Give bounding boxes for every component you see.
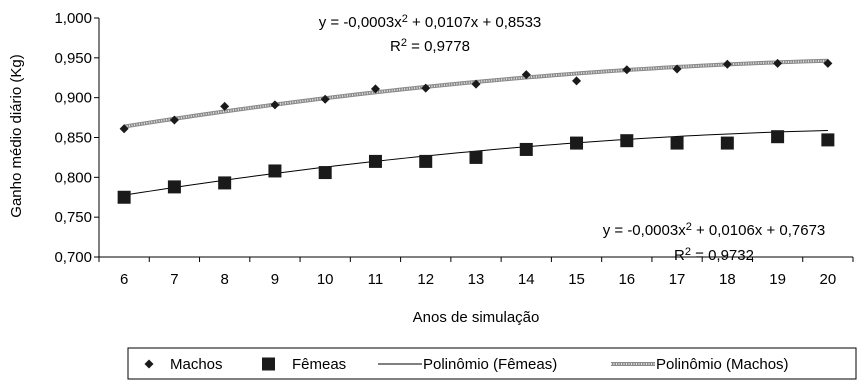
x-tick-label: 11	[368, 271, 384, 288]
point-femeas	[771, 130, 785, 144]
x-tick-label: 9	[271, 271, 279, 288]
x-tick-label: 16	[618, 271, 635, 288]
x-tick-label: 19	[769, 271, 786, 288]
y-tick-label: 0,850	[54, 130, 92, 147]
legend-label-femeas: Fêmeas	[292, 356, 346, 373]
x-tick-label: 13	[468, 271, 485, 288]
equation-femeas: y = -0,0003x2 + 0,0106x + 0,7673	[603, 221, 826, 239]
point-machos	[220, 101, 230, 111]
x-tick-label: 7	[170, 271, 178, 288]
point-femeas	[720, 136, 734, 150]
annotations: y = -0,0003x2 + 0,0107x + 0,8533 R2 = 0,…	[319, 13, 826, 264]
y-tick-label: 0,700	[54, 249, 92, 266]
legend-label-machos: Machos	[170, 356, 223, 373]
point-femeas	[117, 190, 131, 204]
point-machos	[521, 70, 531, 80]
x-tick-label: 6	[120, 271, 128, 288]
point-femeas	[167, 180, 181, 194]
r2-machos: R2 = 0,9778	[390, 37, 470, 55]
point-machos	[672, 64, 682, 74]
point-machos	[722, 59, 732, 69]
trend-curve-machos	[123, 58, 828, 129]
point-machos	[471, 79, 481, 89]
point-machos	[622, 65, 632, 75]
y-tick-label: 0,900	[54, 90, 92, 107]
point-femeas	[318, 166, 332, 180]
point-machos	[370, 84, 380, 94]
point-femeas	[268, 164, 282, 178]
point-machos	[320, 94, 330, 104]
point-femeas	[670, 136, 684, 150]
legend-box	[127, 347, 857, 380]
y-tick-label: 0,750	[54, 209, 92, 226]
point-femeas	[620, 134, 634, 148]
x-tick-label: 18	[719, 271, 736, 288]
point-machos	[270, 100, 280, 110]
y-tick-label: 1,000	[54, 10, 92, 27]
legend-marker-machos	[144, 359, 154, 369]
x-tick-label: 12	[417, 271, 434, 288]
x-tick-label: 17	[669, 271, 686, 288]
legend-label-trend-machos: Polinômio (Machos)	[656, 356, 789, 373]
point-machos	[773, 58, 783, 68]
r2-femeas: R2 = 0,9732	[674, 246, 754, 264]
x-tick-label: 14	[518, 271, 535, 288]
point-machos	[169, 115, 179, 125]
x-tick-label: 8	[220, 271, 228, 288]
point-femeas	[469, 150, 483, 164]
x-axis-label: Anos de simulação	[413, 309, 540, 326]
axes: 0,700 0,750 0,800 0,850 0,900 0,950 1,000 6 7 8 9 1…	[54, 10, 854, 288]
legend: Machos Fêmeas Polinômio (Fêmeas) Polinômio …	[127, 347, 857, 380]
point-femeas	[218, 176, 232, 190]
x-tick-label: 10	[317, 271, 334, 288]
point-machos	[421, 83, 431, 93]
point-femeas	[821, 133, 835, 147]
data-points	[117, 58, 835, 204]
point-machos	[119, 124, 129, 134]
point-femeas	[419, 154, 433, 168]
point-femeas	[570, 136, 584, 150]
legend-marker-femeas	[262, 357, 275, 371]
equation-machos: y = -0,0003x2 + 0,0107x + 0,8533	[319, 13, 542, 31]
point-femeas	[519, 142, 533, 156]
x-tick-label: 20	[820, 271, 837, 288]
point-machos	[823, 58, 833, 68]
legend-label-trend-femeas: Polinômio (Fêmeas)	[423, 356, 557, 373]
y-tick-label: 0,950	[54, 50, 92, 67]
point-femeas	[368, 154, 382, 168]
x-tick-label: 15	[568, 271, 585, 288]
y-tick-label: 0,800	[54, 169, 92, 186]
trend-curve-machos-texture	[123, 59, 828, 128]
point-machos	[572, 76, 582, 86]
y-axis-label: Ganho médio diário (Kg)	[8, 54, 25, 217]
